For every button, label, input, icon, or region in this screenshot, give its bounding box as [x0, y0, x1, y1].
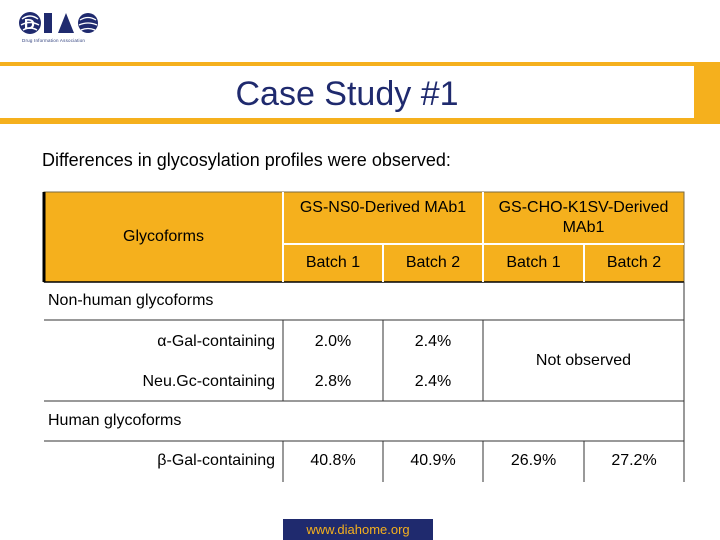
- cho-batch1-header: Batch 1: [506, 254, 561, 271]
- cell-beta-gal-ns0-b2: 40.9%: [410, 452, 456, 469]
- row-label-neugc: Neu.Gc-containing: [142, 373, 275, 390]
- page-title: Case Study #1: [235, 75, 459, 113]
- glycoforms-header: Glycoforms: [123, 228, 204, 245]
- title-box: Case Study #1: [0, 66, 694, 118]
- cell-beta-gal-ns0-b1: 40.8%: [310, 452, 356, 469]
- not-observed: Not observed: [535, 352, 632, 369]
- svg-text:D: D: [24, 16, 35, 33]
- ns0-group-header: GS-NS0-Derived MAb1: [299, 199, 467, 216]
- ns0-batch1-header: Batch 1: [305, 254, 361, 271]
- footer-bar: www.diahome.org: [283, 519, 433, 540]
- cell-beta-gal-cho-b2: 27.2%: [611, 452, 657, 469]
- dia-logo: D Drug Information Association: [18, 10, 108, 46]
- section-human: Human glycoforms: [48, 412, 182, 429]
- cell-alpha-gal-ns0-b1: 2.0%: [314, 333, 352, 350]
- intro-text: Differences in glycosylation profiles we…: [42, 150, 451, 170]
- cell-neugc-ns0-b1: 2.8%: [314, 373, 352, 390]
- cell-beta-gal-cho-b1: 26.9%: [510, 452, 557, 469]
- cell-neugc-ns0-b2: 2.4%: [414, 373, 452, 390]
- row-label-beta-gal: β-Gal-containing: [157, 452, 275, 469]
- cho-group-header: GS-CHO-K1SV-Derived MAb1: [498, 199, 669, 236]
- ns0-batch2-header: Batch 2: [405, 254, 461, 271]
- row-label-alpha-gal: α-Gal-containing: [157, 333, 275, 350]
- section-nonhuman: Non-human glycoforms: [48, 292, 214, 309]
- footer-url[interactable]: www.diahome.org: [306, 522, 410, 537]
- cho-batch2-header: Batch 2: [606, 254, 662, 271]
- logo-subtitle: Drug Information Association: [22, 38, 86, 43]
- dia-logo-mark: D: [19, 12, 98, 34]
- cell-alpha-gal-ns0-b2: 2.4%: [414, 333, 452, 350]
